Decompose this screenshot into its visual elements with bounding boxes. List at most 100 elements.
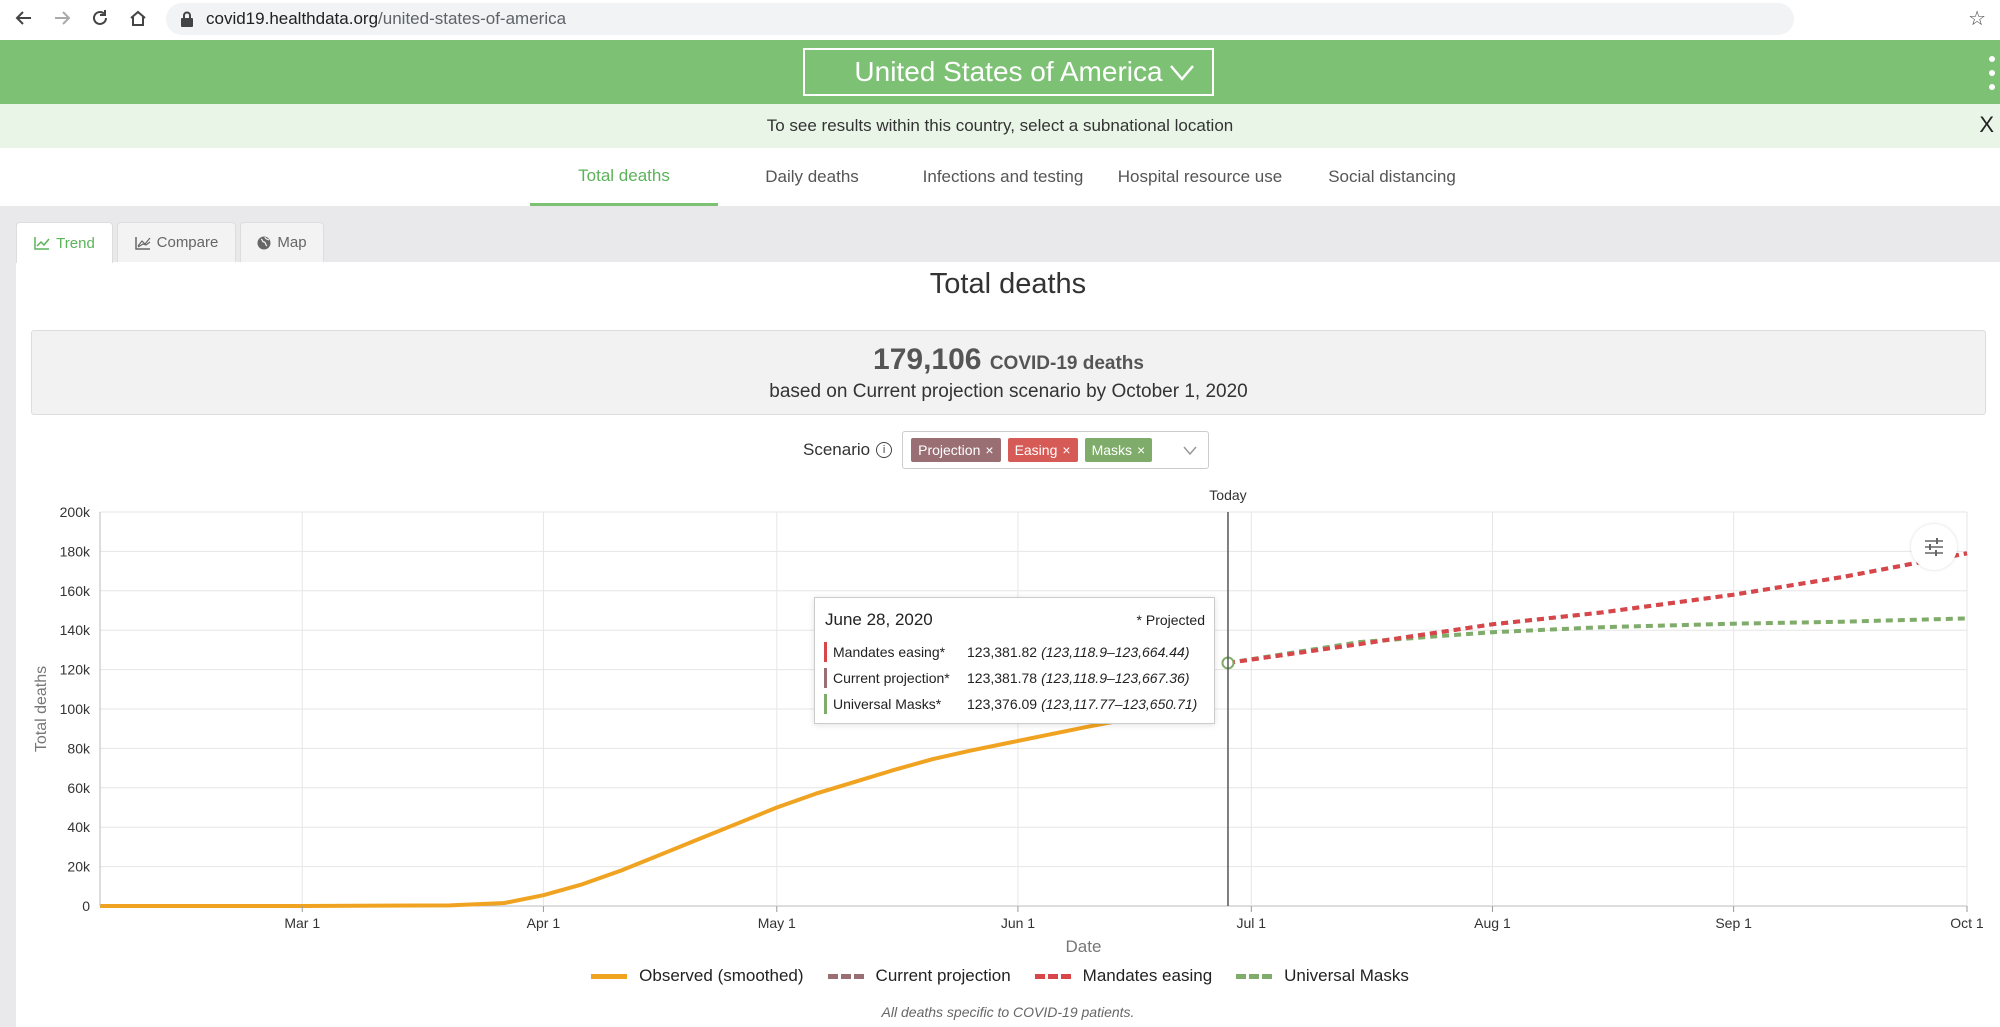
legend-item[interactable]: Current projection [827, 966, 1011, 986]
home-icon[interactable] [124, 4, 152, 32]
tab-social-distancing[interactable]: Social distancing [1328, 167, 1456, 186]
x-tick-label: Aug 1 [1474, 915, 1511, 931]
metric-tabs: Total deaths Daily deaths Infections and… [0, 148, 2000, 206]
summary-box: 179,106 COVID-19 deaths based on Current… [31, 330, 1986, 415]
lock-icon [181, 11, 193, 27]
chevron-down-icon [1170, 65, 1194, 81]
x-tick-label: Jun 1 [1001, 915, 1035, 931]
tooltip-row: Mandates easing* 123,381.82 (123,118.9–1… [824, 642, 1190, 662]
tab-infections-testing[interactable]: Infections and testing [922, 167, 1084, 186]
today-label: Today [1209, 487, 1246, 503]
y-tick-label: 180k [60, 543, 91, 559]
subnational-notice: To see results within this country, sele… [0, 104, 2000, 148]
x-axis-title: Date [1066, 937, 1102, 956]
tab-compare-label: Compare [156, 234, 219, 251]
legend-label: Observed (smoothed) [639, 966, 804, 985]
tab-map-label: Map [277, 234, 307, 251]
series-line-mandates-easing [1227, 551, 1968, 665]
y-tick-label: 140k [60, 622, 91, 638]
legend-item[interactable]: Observed (smoothed) [591, 966, 804, 986]
legend-item[interactable]: Mandates easing [1034, 966, 1213, 986]
tab-trend[interactable]: Trend [16, 222, 113, 263]
compare-icon [134, 236, 151, 250]
legend-item[interactable]: Universal Masks [1236, 966, 1409, 986]
chip-projection[interactable]: Projection × [911, 438, 1001, 462]
chip-masks-label: Masks [1091, 442, 1133, 458]
legend-label: Universal Masks [1284, 966, 1409, 985]
tooltip-series-name: Mandates easing* [833, 644, 946, 660]
remove-icon[interactable]: × [1137, 442, 1146, 458]
trend-icon [34, 237, 50, 250]
reload-icon[interactable] [86, 4, 114, 32]
y-tick-label: 60k [67, 780, 91, 796]
tab-hospital-resource-use[interactable]: Hospital resource use [1117, 167, 1283, 186]
tooltip-series-name: Current projection* [833, 670, 950, 686]
close-icon[interactable]: X [1979, 112, 1994, 137]
bookmark-star-icon[interactable]: ☆ [1968, 8, 1986, 30]
y-tick-label: 200k [60, 504, 91, 520]
tab-total-deaths[interactable]: Total deaths [530, 148, 718, 206]
remove-icon[interactable]: × [1062, 442, 1071, 458]
summary-value: 179,106 [873, 343, 982, 376]
more-options-icon[interactable] [1988, 56, 1996, 90]
forward-arrow-icon[interactable] [48, 4, 76, 32]
info-icon[interactable]: i [876, 442, 893, 458]
tab-map[interactable]: Map [240, 222, 324, 262]
tooltip-range: (123,118.9–123,664.44) [1041, 644, 1190, 660]
browser-toolbar: covid19.healthdata.org/united-states-of-… [0, 0, 2000, 40]
summary-unit: COVID-19 deaths [989, 353, 1144, 374]
legend-label: Mandates easing [1082, 966, 1213, 985]
globe-icon [257, 236, 271, 249]
footnote: All deaths specific to COVID-19 patients… [881, 1004, 1135, 1020]
chart-tooltip: June 28, 2020 * Projected Mandates easin… [814, 597, 1215, 724]
tooltip-series-name: Universal Masks* [833, 696, 942, 712]
tooltip-value: 123,376.09 [967, 696, 1038, 712]
site-header: United States of America [0, 40, 2000, 104]
remove-icon[interactable]: × [985, 442, 994, 458]
scenario-row: Scenario i Projection × Easing × Masks × [803, 431, 1210, 469]
series-line-universal-masks [1227, 616, 1968, 665]
scenario-multiselect[interactable]: Projection × Easing × Masks × [902, 431, 1210, 469]
legend-swatch [1034, 973, 1071, 979]
tab-daily-deaths[interactable]: Daily deaths [765, 167, 859, 186]
address-bar[interactable]: covid19.healthdata.org/united-states-of-… [166, 3, 1794, 35]
legend-label: Current projection [875, 966, 1011, 985]
chart-settings-icon[interactable] [1911, 524, 1957, 570]
chart-legend: Observed (smoothed) Current projection Man… [0, 966, 2000, 986]
tab-trend-label: Trend [56, 234, 95, 252]
y-tick-label: 100k [60, 701, 91, 717]
chevron-down-icon[interactable] [1182, 441, 1198, 459]
tab-compare[interactable]: Compare [117, 222, 236, 262]
url-path: /united-states-of-america [378, 9, 567, 28]
legend-swatch [1236, 973, 1273, 979]
location-selector[interactable]: United States of America [803, 48, 1214, 96]
y-tick-label: 0 [82, 898, 90, 914]
y-tick-label: 40k [67, 819, 91, 835]
x-tick-label: Mar 1 [284, 915, 320, 931]
scenario-label: Scenario [803, 440, 871, 459]
chip-easing-label: Easing [1014, 442, 1058, 458]
chart-title: Total deaths [929, 268, 1087, 300]
tooltip-value: 123,381.78 [967, 670, 1038, 686]
chart: 0 20k 40k 60k 80k 100k 120k 140k 160k 180k 200k Mar… [33, 487, 1984, 956]
notice-text: To see results within this country, sele… [766, 116, 1234, 135]
tooltip-row: Universal Masks* 123,376.09 (123,117.77–… [824, 694, 1197, 714]
tooltip-range: (123,118.9–123,667.36) [1041, 670, 1190, 686]
series-color-bar [824, 642, 827, 662]
y-tick-label: 160k [60, 583, 91, 599]
location-label: United States of America [854, 56, 1163, 87]
legend-swatch [591, 973, 628, 979]
legend-swatch [827, 973, 864, 979]
y-axis-title: Total deaths [33, 666, 50, 752]
y-tick-label: 120k [60, 662, 91, 678]
chip-masks[interactable]: Masks × [1084, 438, 1153, 462]
back-arrow-icon[interactable] [10, 4, 38, 32]
x-tick-label: Jul 1 [1237, 915, 1267, 931]
summary-subtitle: based on Current projection scenario by … [769, 381, 1248, 402]
x-tick-label: Oct 1 [1950, 915, 1984, 931]
tooltip-date: June 28, 2020 [825, 610, 933, 629]
x-tick-label: May 1 [758, 915, 796, 931]
y-tick-label: 20k [67, 859, 91, 875]
chip-easing[interactable]: Easing × [1007, 438, 1078, 462]
url-domain: covid19.healthdata.org [206, 9, 379, 28]
